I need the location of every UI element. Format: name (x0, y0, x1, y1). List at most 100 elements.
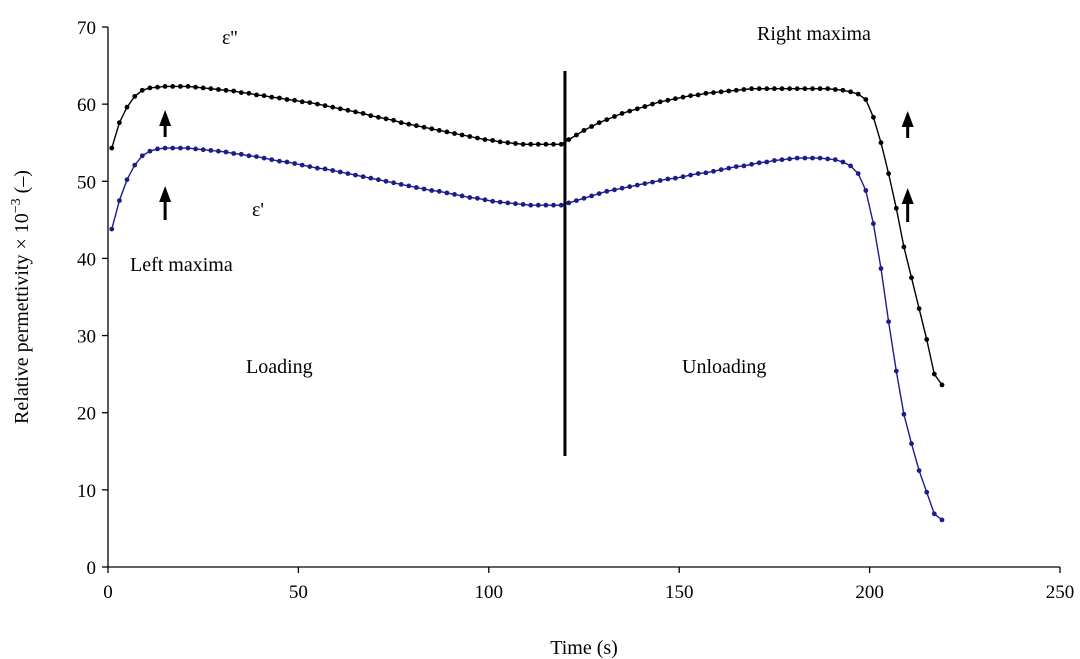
data-point (513, 141, 518, 146)
arrow-icon (159, 110, 171, 137)
data-point (399, 182, 404, 187)
data-point (665, 98, 670, 103)
left-maxima-label: Left maxima (130, 254, 233, 276)
data-point (627, 184, 632, 189)
data-point (795, 86, 800, 91)
data-point (300, 99, 305, 104)
data-point (650, 102, 655, 107)
data-point (445, 191, 450, 196)
data-point (285, 97, 290, 102)
data-point (262, 156, 267, 161)
y-tick-label: 0 (87, 558, 97, 579)
data-point (368, 113, 373, 118)
data-point (551, 203, 556, 208)
data-point (681, 174, 686, 179)
data-point (924, 490, 929, 495)
data-point (612, 114, 617, 119)
data-point (437, 128, 442, 133)
data-point (483, 197, 488, 202)
data-point (544, 203, 549, 208)
data-point (490, 138, 495, 143)
data-point (170, 84, 175, 89)
data-point (186, 146, 191, 151)
data-point (612, 187, 617, 192)
y-tick-label: 60 (77, 95, 96, 116)
data-point (841, 160, 846, 165)
arrow-head (159, 186, 171, 202)
data-point (505, 201, 510, 206)
data-point (384, 116, 389, 121)
data-point (467, 134, 472, 139)
data-point (787, 86, 792, 91)
data-point (886, 319, 891, 324)
data-point (544, 142, 549, 147)
data-point (277, 96, 282, 101)
data-point (879, 266, 884, 271)
ticks: 0 50 100 150 200 250 0 10 20 30 40 50 60 70 (77, 18, 1074, 603)
data-point (361, 174, 366, 179)
arrow-head (159, 110, 171, 126)
data-point (658, 178, 663, 183)
data-point (300, 163, 305, 168)
eps-double-prime-label: ε'' (222, 27, 238, 49)
data-point (582, 128, 587, 133)
data-point (932, 372, 937, 377)
data-point (726, 89, 731, 94)
data-point (323, 167, 328, 172)
y-tick-label: 40 (77, 249, 96, 270)
data-point (148, 86, 153, 91)
data-point (178, 84, 183, 89)
data-point (940, 518, 945, 523)
series-eps-prime (109, 146, 944, 523)
data-point (254, 93, 259, 98)
data-point (536, 203, 541, 208)
data-point (132, 163, 137, 168)
data-point (422, 125, 427, 130)
data-point (719, 167, 724, 172)
data-point (338, 106, 343, 111)
data-point (445, 130, 450, 135)
x-axis-title: Time (s) (550, 637, 618, 659)
data-point (429, 188, 434, 193)
y-tick-label: 70 (77, 18, 96, 39)
data-point (452, 131, 457, 136)
data-point (330, 168, 335, 173)
data-point (193, 147, 198, 152)
data-point (208, 148, 213, 153)
data-point (201, 147, 206, 152)
data-point (224, 150, 229, 155)
data-point (467, 195, 472, 200)
data-point (460, 133, 465, 138)
x-tick-label: 50 (289, 582, 308, 603)
arrow-head (902, 111, 914, 127)
data-point (117, 198, 122, 203)
data-point (307, 164, 312, 169)
data-point (604, 117, 609, 122)
data-point (186, 84, 191, 89)
data-point (749, 86, 754, 91)
data-point (597, 120, 602, 125)
data-point (810, 86, 815, 91)
x-tick-label: 200 (855, 582, 884, 603)
data-point (132, 94, 137, 99)
data-point (597, 191, 602, 196)
series-layer (109, 84, 944, 522)
data-point (247, 153, 252, 158)
data-point (521, 202, 526, 207)
data-point (627, 109, 632, 114)
data-point (391, 180, 396, 185)
data-point (825, 86, 830, 91)
data-point (620, 111, 625, 116)
data-point (429, 126, 434, 131)
data-point (216, 87, 221, 92)
data-point (323, 103, 328, 108)
data-point (566, 201, 571, 206)
data-point (483, 137, 488, 142)
data-point (346, 108, 351, 113)
data-point (498, 140, 503, 145)
data-point (452, 192, 457, 197)
data-point (704, 170, 709, 175)
data-point (201, 86, 206, 91)
data-point (871, 115, 876, 120)
